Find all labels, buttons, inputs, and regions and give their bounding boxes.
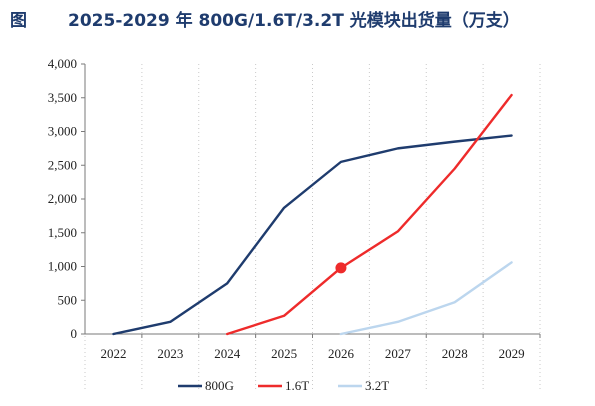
x-tick-label: 2022 [100, 346, 126, 361]
y-tick-label: 1,000 [48, 259, 77, 274]
x-tick-label: 2028 [442, 346, 468, 361]
chart-title: 2025-2029 年 800G/1.6T/3.2T 光模块出货量（万支） [68, 11, 520, 31]
legend-label-3.2T: 3.2T [365, 378, 389, 393]
y-tick-label: 2,500 [48, 157, 77, 172]
y-tick-label: 4,000 [48, 56, 77, 71]
x-tick-label: 2025 [271, 346, 297, 361]
series-line-1.6T [225, 93, 513, 336]
x-tick-label: 2029 [499, 346, 525, 361]
series-line-3.2T [339, 261, 513, 336]
y-tick-label: 3,000 [48, 124, 77, 139]
y-tick-label: 0 [71, 326, 78, 341]
series-line-800G [112, 134, 513, 336]
y-tick-label: 2,000 [48, 191, 77, 206]
legend-label-800G: 800G [205, 378, 234, 393]
y-tick-label: 500 [58, 292, 78, 307]
y-tick-label: 3,500 [48, 90, 77, 105]
legend-label-1.6T: 1.6T [285, 378, 309, 393]
x-tick-label: 2023 [157, 346, 183, 361]
x-tick-label: 2026 [328, 346, 355, 361]
figure-label: 图 [10, 11, 27, 31]
y-tick-label: 1,500 [48, 225, 77, 240]
x-tick-label: 2024 [214, 346, 241, 361]
x-tick-label: 2027 [385, 346, 412, 361]
highlight-marker [335, 262, 347, 274]
